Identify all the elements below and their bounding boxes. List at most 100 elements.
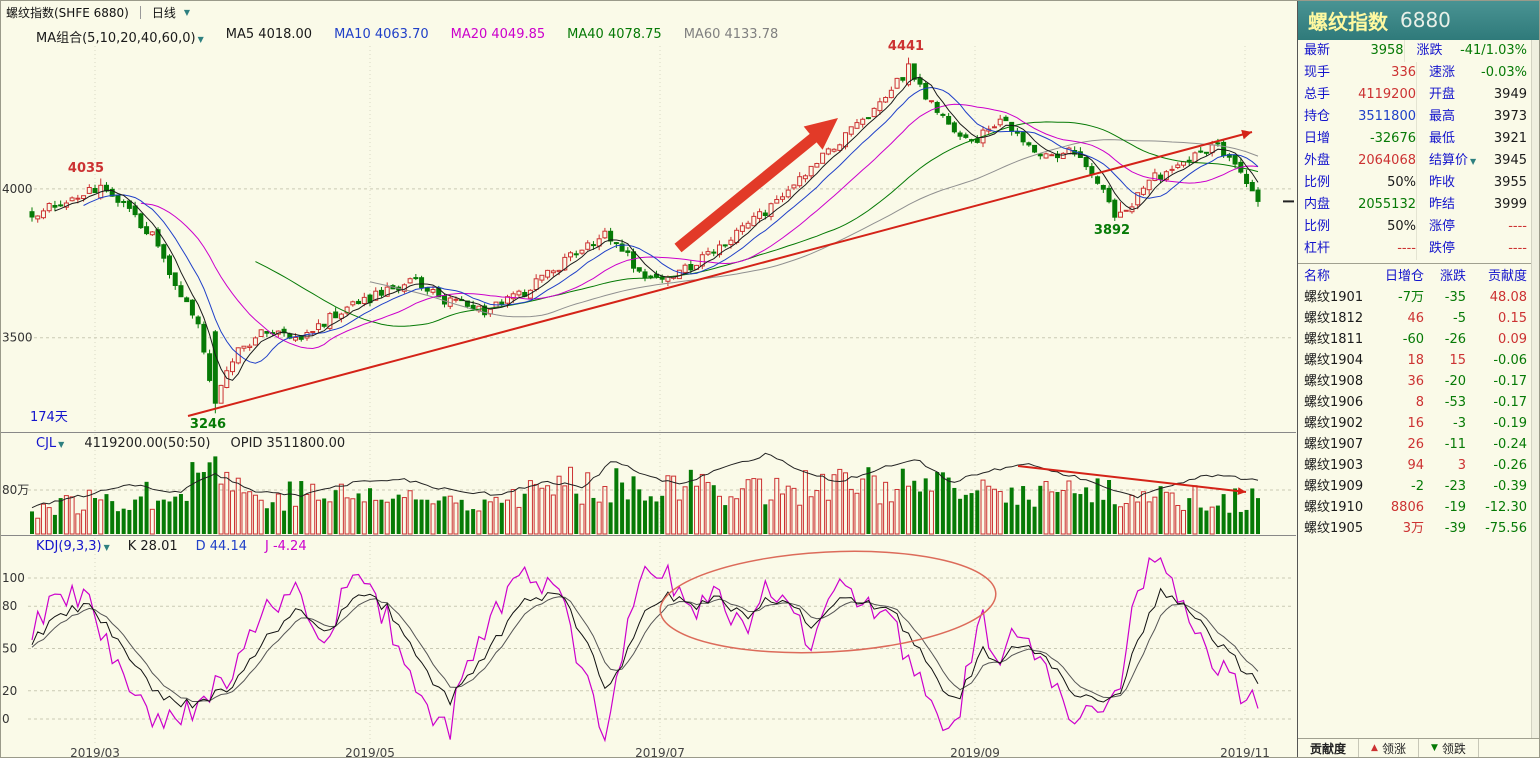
quote-value: 3999 <box>1493 197 1527 212</box>
instrument-selector[interactable]: 螺纹指数(SHFE 6880) <box>6 5 129 20</box>
contract-name: 螺纹1902 <box>1304 416 1364 431</box>
quote-label: 日增 <box>1304 131 1331 146</box>
quote-panel-header: 螺纹指数 6880 <box>1298 0 1540 40</box>
quote-label: 昨结 <box>1416 194 1478 216</box>
quote-grid: 最新 3958 涨跌 -41/1.03% 现手 336 速涨 -0.03% 总手 4119200 开… <box>1298 40 1540 260</box>
contract-row[interactable]: 螺纹1901 -7万 -35 48.08 <box>1298 287 1540 308</box>
contract-row[interactable]: 螺纹1903 94 3 -0.26 <box>1298 455 1540 476</box>
down-triangle-icon: ▼ <box>1430 743 1438 753</box>
instrument-code: 6880 <box>1400 8 1451 32</box>
contract-row[interactable]: 螺纹1906 8 -53 -0.17 <box>1298 392 1540 413</box>
contract-change: -19 <box>1444 500 1466 515</box>
contract-row[interactable]: 螺纹1907 26 -11 -0.24 <box>1298 434 1540 455</box>
quote-value: ---- <box>1508 219 1527 234</box>
contract-oi-change: -2 <box>1411 479 1424 494</box>
contract-change: -26 <box>1444 332 1466 347</box>
panel-tab-losers[interactable]: ▼ 领跌 <box>1419 739 1479 758</box>
contract-row[interactable]: 螺纹1902 16 -3 -0.19 <box>1298 413 1540 434</box>
contract-change: -11 <box>1444 437 1466 452</box>
contract-contribution: 0.09 <box>1498 332 1527 347</box>
instrument-name: 螺纹指数 <box>1308 9 1388 34</box>
contract-change: 3 <box>1457 458 1466 473</box>
contract-row[interactable]: 螺纹1908 36 -20 -0.17 <box>1298 371 1540 392</box>
contract-contribution: -0.17 <box>1493 395 1527 410</box>
period-selector[interactable]: 日线 <box>151 5 176 20</box>
svg-text:0: 0 <box>2 712 10 726</box>
contract-oi-change: 46 <box>1407 311 1424 326</box>
column-header[interactable]: 名称 <box>1304 269 1331 284</box>
volume-indicator-bar: CJL ▼ 4119200.00(50:50) OPID 3511800.00 <box>36 436 345 451</box>
ma-combo-selector[interactable]: MA组合(5,10,20,40,60,0) ▼ <box>36 31 204 46</box>
contract-contribution: -0.26 <box>1493 458 1527 473</box>
contract-row[interactable]: 螺纹1910 8806 -19 -12.30 <box>1298 497 1540 518</box>
contract-row[interactable]: 螺纹1812 46 -5 0.15 <box>1298 308 1540 329</box>
quote-label: 总手 <box>1304 87 1331 102</box>
contract-change: -5 <box>1453 311 1466 326</box>
volume-indicator-selector[interactable]: CJL ▼ <box>36 436 65 451</box>
contract-contribution: -0.17 <box>1493 374 1527 389</box>
svg-text:100: 100 <box>2 571 25 585</box>
contract-change: -39 <box>1444 521 1466 536</box>
svg-text:2019/07: 2019/07 <box>635 746 685 758</box>
svg-text:4035: 4035 <box>68 161 104 176</box>
svg-text:3500: 3500 <box>2 331 33 345</box>
chevron-down-icon: ▼ <box>197 35 204 44</box>
panel-tab-contribution[interactable]: 贡献度 <box>1298 739 1360 758</box>
panel-scrollbar[interactable] <box>1531 40 1540 738</box>
kdj-j-value: J -4.24 <box>264 539 307 554</box>
quote-label: 昨收 <box>1416 172 1478 194</box>
contract-name: 螺纹1903 <box>1304 458 1364 473</box>
svg-text:4441: 4441 <box>888 39 924 54</box>
contract-contribution: 48.08 <box>1489 290 1527 305</box>
contract-change: -20 <box>1444 374 1466 389</box>
contract-name: 螺纹1908 <box>1304 374 1364 389</box>
quote-label: 杠杆 <box>1304 241 1331 256</box>
contract-change: -3 <box>1453 416 1466 431</box>
contract-oi-change: -7万 <box>1398 290 1424 305</box>
contract-oi-change: 94 <box>1407 458 1424 473</box>
volume-value: 4119200.00(50:50) <box>84 436 211 451</box>
quote-label: 持仓 <box>1304 109 1331 124</box>
column-header[interactable]: 涨跌 <box>1439 269 1466 284</box>
svg-text:2019/05: 2019/05 <box>345 746 395 758</box>
contract-change: -23 <box>1444 479 1466 494</box>
tab-label: 领跌 <box>1441 742 1466 756</box>
contract-row[interactable]: 螺纹1909 -2 -23 -0.39 <box>1298 476 1540 497</box>
contract-contribution: -0.19 <box>1493 416 1527 431</box>
contract-change: -53 <box>1444 395 1466 410</box>
toolbar-separator <box>139 5 141 19</box>
kdj-k-value: K 28.01 <box>127 539 178 554</box>
quote-label: 现手 <box>1304 65 1331 80</box>
up-triangle-icon: ▲ <box>1371 743 1378 753</box>
quote-value: 3949 <box>1493 87 1527 102</box>
quote-value: 3921 <box>1493 131 1527 146</box>
chevron-down-icon[interactable]: ▼ <box>183 7 191 17</box>
contract-contribution: -12.30 <box>1485 500 1527 515</box>
svg-text:2019/11: 2019/11 <box>1220 746 1270 758</box>
price-chart-canvas[interactable]: 4000 3500 80万 100 80 50 20 0 4035 4441 3892 3246 174… <box>0 0 1296 758</box>
contract-row[interactable]: 螺纹1904 18 15 -0.06 <box>1298 350 1540 371</box>
contract-name: 螺纹1910 <box>1304 500 1364 515</box>
quote-value: 3958 <box>1370 43 1404 58</box>
kdj-indicator-selector[interactable]: KDJ(9,3,3) ▼ <box>36 539 110 554</box>
contract-row[interactable]: 螺纹1811 -60 -26 0.09 <box>1298 329 1540 350</box>
quote-value: 50% <box>1387 219 1416 234</box>
quote-value: 336 <box>1391 65 1416 80</box>
contract-name: 螺纹1909 <box>1304 479 1364 494</box>
ma60-value: MA60 4133.78 <box>683 27 779 42</box>
quote-row: 比例 50% 昨收 3955 <box>1298 172 1540 194</box>
settlement-dropdown-icon[interactable]: ▼ <box>1470 157 1477 166</box>
chart-toolbar: 螺纹指数(SHFE 6880) 日线 ▼ <box>6 3 190 21</box>
quote-value: 3945 <box>1493 153 1527 168</box>
kdj-d-value: D 44.14 <box>195 539 247 554</box>
quote-label: 最低 <box>1416 128 1478 150</box>
panel-tab-gainers[interactable]: ▲ 领涨 <box>1359 739 1419 758</box>
quote-label: 涨跌 <box>1403 40 1461 62</box>
contract-row[interactable]: 螺纹1905 3万 -39 -75.56 <box>1298 518 1540 539</box>
quote-value: 50% <box>1387 175 1416 190</box>
quote-value: 3955 <box>1493 175 1527 190</box>
chart-area: 4000 3500 80万 100 80 50 20 0 4035 4441 3892 3246 174… <box>0 0 1296 758</box>
column-header[interactable]: 贡献度 <box>1487 269 1527 284</box>
svg-text:20: 20 <box>2 684 17 698</box>
column-header[interactable]: 日增仓 <box>1384 269 1424 284</box>
